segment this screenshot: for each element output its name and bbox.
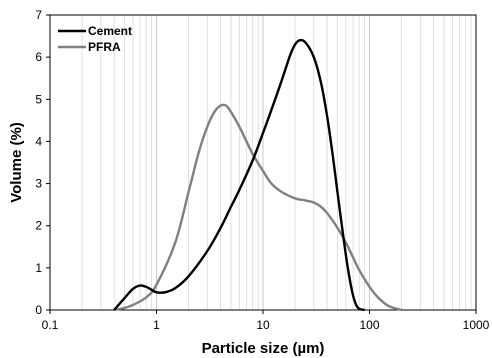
y-tick-label: 0: [35, 303, 42, 317]
y-tick-label: 3: [35, 177, 42, 191]
y-axis-title: Volume (%): [8, 122, 25, 203]
series-lines: [113, 38, 402, 312]
y-tick-label: 1: [35, 261, 42, 275]
x-tick-label: 10: [256, 318, 270, 332]
x-tick-label: 0.1: [42, 318, 59, 332]
x-tick-label: 100: [359, 318, 379, 332]
y-tick-label: 6: [35, 50, 42, 64]
legend: Cement PFRA: [58, 24, 132, 54]
x-axis-title: Particle size (µm): [202, 340, 325, 357]
x-tick-label: 1000: [463, 318, 490, 332]
x-axis-ticks: 0.1 1 10 100 1000: [42, 310, 490, 332]
y-tick-label: 2: [35, 219, 42, 233]
x-tick-label: 1: [153, 318, 160, 332]
y-axis-ticks: 0 1 2 3 4 5 6 7: [35, 8, 50, 317]
legend-label-cement: Cement: [88, 24, 132, 38]
series-line-cement: [113, 38, 365, 312]
legend-label-pfra: PFRA: [88, 40, 121, 54]
x-gridlines: [81, 15, 472, 310]
y-tick-label: 5: [35, 92, 42, 106]
series-line-pfra: [113, 103, 402, 312]
y-tick-label: 7: [35, 8, 42, 22]
y-tick-label: 4: [35, 134, 42, 148]
